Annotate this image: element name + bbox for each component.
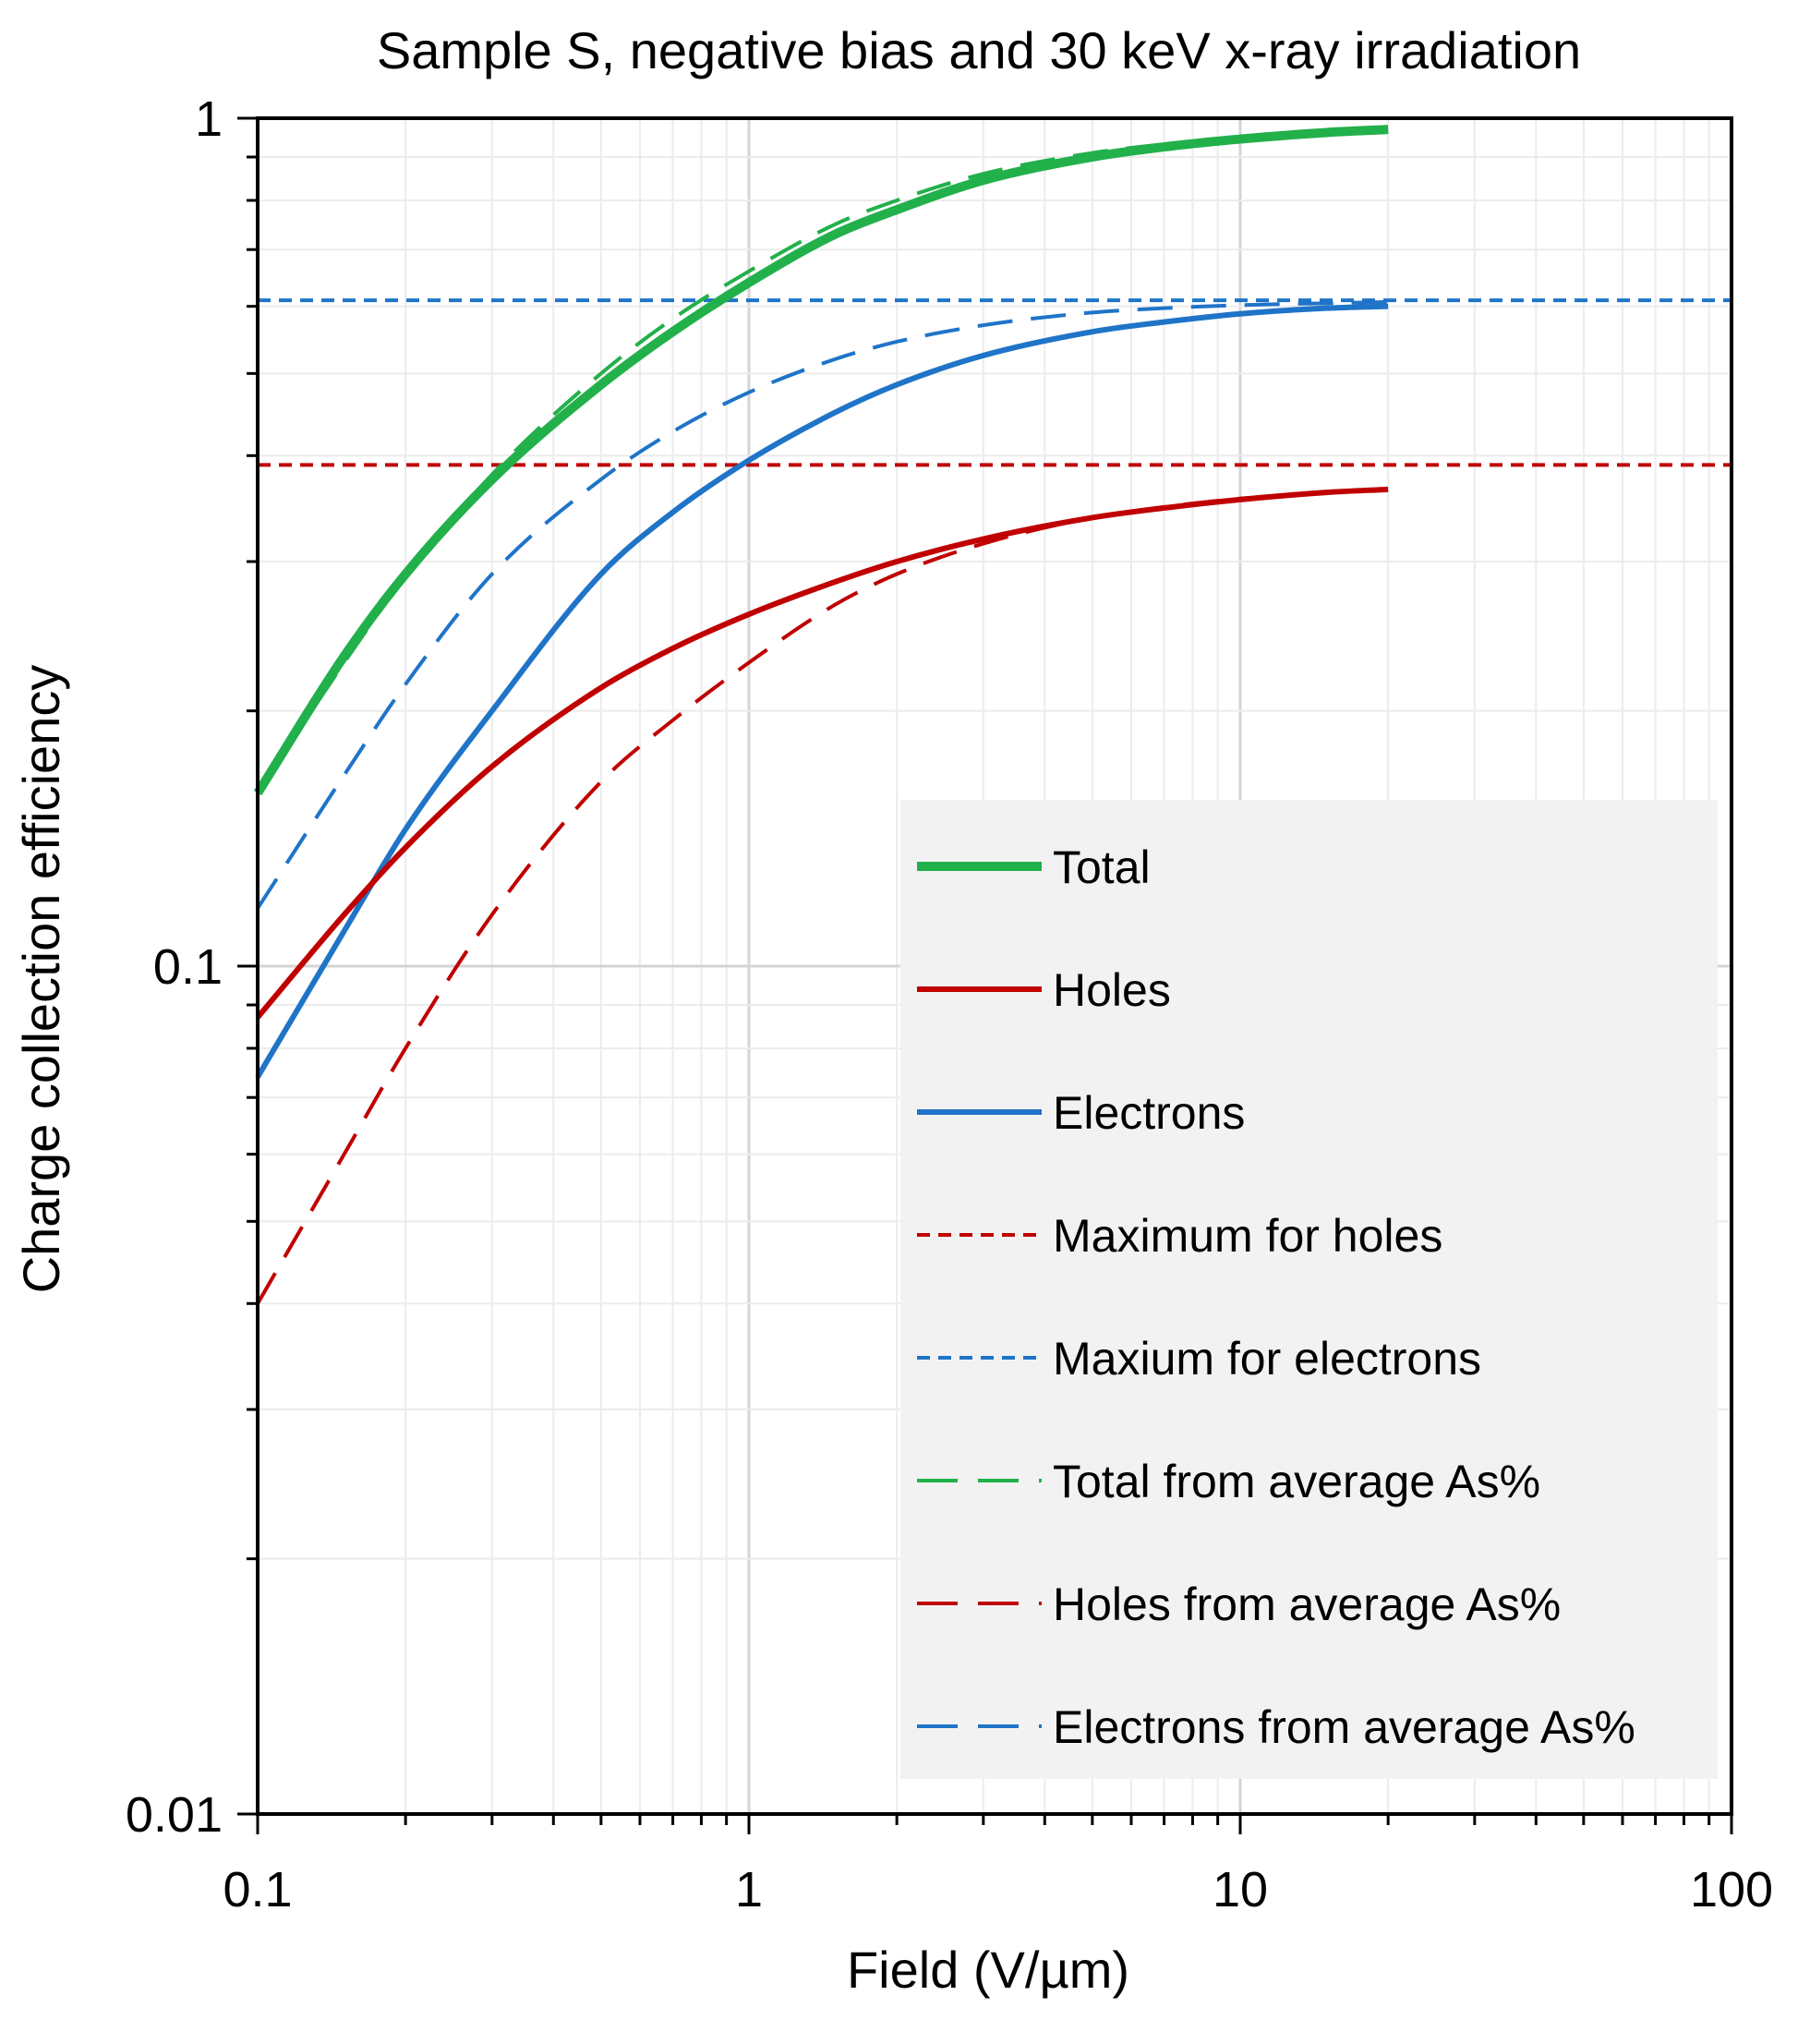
legend-background-group [900, 800, 1718, 1779]
series-line-total [253, 125, 1389, 796]
y-axis-label: Charge collection efficiency [12, 665, 70, 1294]
x-axis-label: Field (V/µm) [847, 1941, 1129, 1999]
x-tick-label: 0.1 [223, 1862, 292, 1917]
series-line-electrons-from-average-as [256, 300, 1389, 910]
x-tick-label: 10 [1213, 1862, 1268, 1917]
legend-label: Electrons from average As% [1053, 1701, 1635, 1753]
series-group [253, 125, 1732, 1305]
legend-label: Total from average As% [1053, 1456, 1540, 1507]
series-line-electrons [255, 303, 1389, 1079]
legend-label: Holes from average As% [1053, 1578, 1561, 1630]
legend-label: Holes [1053, 964, 1171, 1016]
legend-label: Maxium for electrons [1053, 1333, 1481, 1385]
x-tick-label: 100 [1690, 1862, 1773, 1917]
series-line-holes [255, 486, 1389, 1020]
legend: Total Holes Electrons Maximum for holes Maxi… [917, 841, 1635, 1753]
legend-label: Total [1053, 841, 1151, 893]
legend-label: Maximum for holes [1053, 1210, 1442, 1262]
y-tick-label: 0.1 [153, 939, 223, 995]
legend-background [900, 800, 1718, 1779]
y-tick-label: 1 [195, 91, 223, 147]
x-tick-label: 1 [735, 1862, 763, 1917]
chart-title: Sample S, negative bias and 30 keV x-ray… [377, 21, 1581, 79]
y-tick-label: 0.01 [126, 1787, 223, 1843]
legend-label: Electrons [1053, 1087, 1245, 1139]
